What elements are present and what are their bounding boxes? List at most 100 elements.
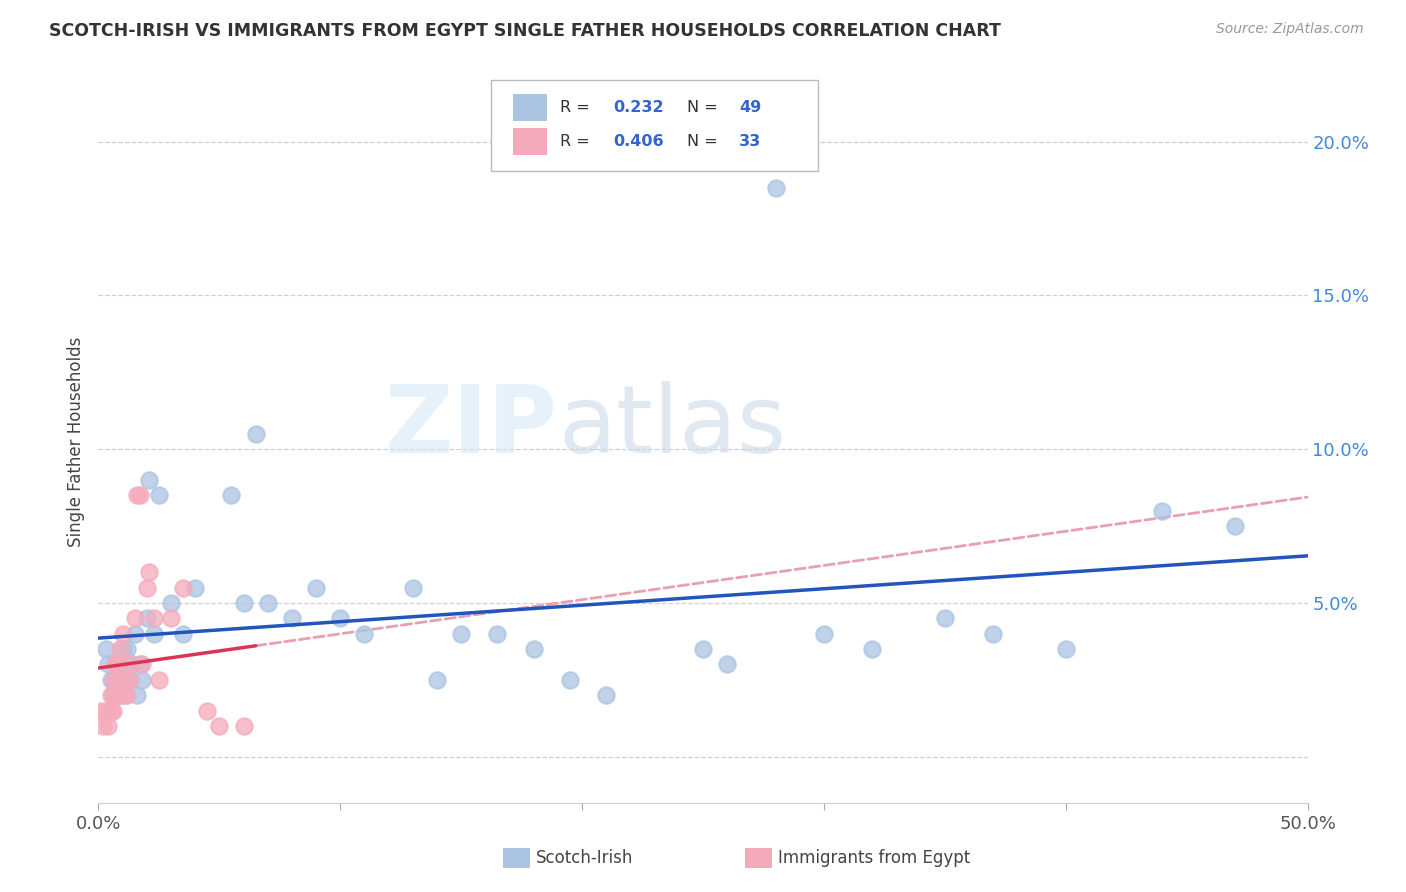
FancyBboxPatch shape [492,80,818,170]
Point [101,704,124,718]
Point [329,611,352,625]
Point [107,657,129,672]
Point [94,642,117,657]
Point [107,688,129,702]
Y-axis label: Single Father Households: Single Father Households [66,336,84,547]
Point [90,704,112,718]
Text: 33: 33 [740,134,762,149]
Point [148,488,170,502]
FancyBboxPatch shape [503,847,530,868]
Point [135,611,157,625]
Point [402,581,425,595]
Point [91,719,114,733]
FancyBboxPatch shape [513,94,547,121]
Point [124,626,146,640]
Point [104,688,127,702]
Text: R =: R = [561,134,595,149]
Point [108,688,131,702]
Text: Scotch-Irish: Scotch-Irish [536,848,634,867]
Point [256,596,278,610]
Point [111,642,134,657]
Point [138,473,160,487]
Text: N =: N = [688,100,723,115]
Point [160,611,183,625]
Point [100,688,122,702]
Point [245,426,267,441]
Point [232,596,254,610]
Point [523,642,546,657]
Point [160,596,183,610]
Point [184,581,207,595]
Point [101,688,124,702]
Point [131,657,153,672]
Point [143,611,166,625]
Point [860,642,883,657]
Point [813,626,835,640]
Point [1152,504,1174,518]
Point [208,719,231,733]
Text: ZIP: ZIP [385,381,558,473]
Text: R =: R = [561,100,595,115]
Point [353,626,375,640]
Point [121,657,143,672]
Point [104,657,127,672]
Point [97,719,120,733]
Point [138,565,160,579]
Point [127,488,149,502]
Point [195,704,218,718]
Point [232,719,254,733]
Text: SCOTCH-IRISH VS IMMIGRANTS FROM EGYPT SINGLE FATHER HOUSEHOLDS CORRELATION CHART: SCOTCH-IRISH VS IMMIGRANTS FROM EGYPT SI… [49,22,1001,40]
Point [558,673,581,687]
Point [114,688,136,702]
Text: Immigrants from Egypt: Immigrants from Egypt [778,848,970,867]
Point [221,488,243,502]
Point [765,181,787,195]
Point [124,611,146,625]
Point [595,688,617,702]
Point [135,581,157,595]
Point [305,581,328,595]
Point [450,626,472,640]
Point [426,673,449,687]
Point [1223,519,1246,533]
Point [100,704,122,718]
Point [118,673,141,687]
Text: Source: ZipAtlas.com: Source: ZipAtlas.com [1216,22,1364,37]
Point [127,688,149,702]
Point [118,657,141,672]
Point [172,626,194,640]
Text: 0.232: 0.232 [613,100,664,115]
Point [101,673,124,687]
Point [111,673,134,687]
Point [486,626,509,640]
Point [148,673,170,687]
Point [128,488,150,502]
Point [100,673,122,687]
Text: 49: 49 [740,100,762,115]
Point [172,581,194,595]
Text: atlas: atlas [558,381,786,473]
Point [94,704,117,718]
Point [108,642,131,657]
Point [108,673,131,687]
Point [128,657,150,672]
Text: 0.406: 0.406 [613,134,664,149]
Point [111,626,134,640]
Text: N =: N = [688,134,723,149]
Point [934,611,956,625]
Point [104,673,127,687]
Point [97,657,120,672]
Point [692,642,714,657]
Point [117,688,139,702]
Point [118,673,141,687]
Point [143,626,166,640]
Point [117,642,139,657]
Point [281,611,304,625]
FancyBboxPatch shape [513,128,547,155]
Point [981,626,1004,640]
Point [107,657,129,672]
Point [111,688,134,702]
Point [716,657,738,672]
Point [114,673,136,687]
Point [131,673,153,687]
